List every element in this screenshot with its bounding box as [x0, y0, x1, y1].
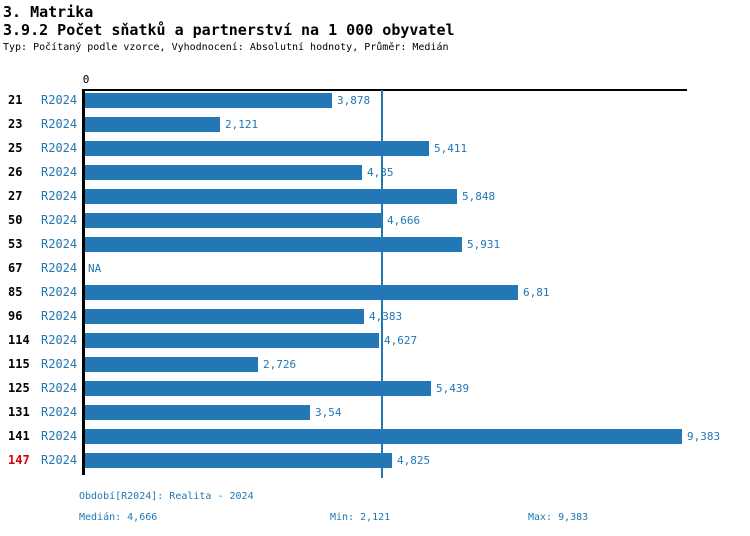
bar: [85, 237, 462, 252]
row-series-label: R2024: [41, 357, 78, 371]
row-series-label: R2024: [41, 309, 78, 323]
row-series-label: R2024: [41, 453, 78, 467]
bar: [85, 357, 258, 372]
row-series-label: R2024: [41, 405, 78, 419]
indicator-meta: Typ: Počítaný podle vzorce, Vyhodnocení:…: [3, 42, 449, 53]
row-series-label: R2024: [41, 141, 78, 155]
row-series-label: R2024: [41, 333, 78, 347]
bar-value-label: 5,411: [434, 142, 468, 155]
bar-value-label: 5,439: [436, 382, 470, 395]
min-stat: Min: 2,121: [330, 512, 391, 523]
row-id-label: 114: [8, 333, 30, 347]
bar-value-label: 4,383: [369, 310, 403, 323]
bar-value-label: 6,81: [523, 286, 550, 299]
bar: [85, 405, 310, 420]
row-series-label: R2024: [41, 189, 78, 203]
bar-value-label: 4,825: [397, 454, 431, 467]
row-id-label: 85: [8, 285, 23, 299]
bar-value-label: 5,931: [467, 238, 501, 251]
row-series-label: R2024: [41, 285, 78, 299]
row-id-label: 27: [8, 189, 23, 203]
bar-value-label: 4,627: [384, 334, 418, 347]
bar: [85, 453, 392, 468]
row-id-label: 125: [8, 381, 30, 395]
period-note: Období[R2024]: Realita - 2024: [79, 491, 254, 502]
row-id-label: 147: [8, 453, 30, 467]
row-series-label: R2024: [41, 165, 78, 179]
x-axis-zero-tick-label: 0: [82, 73, 90, 86]
bar: [85, 381, 431, 396]
bar-value-label: 2,726: [263, 358, 297, 371]
bar-value-label: NA: [88, 262, 102, 275]
bar-value-label: 5,848: [462, 190, 496, 203]
row-series-label: R2024: [41, 429, 78, 443]
bar-value-label: 4,35: [367, 166, 394, 179]
max-stat: Max: 9,383: [528, 512, 589, 523]
bar-value-label: 3,54: [315, 406, 342, 419]
bar: [85, 429, 682, 444]
row-id-label: 53: [8, 237, 23, 251]
bar-value-label: 2,121: [225, 118, 259, 131]
bar: [85, 309, 364, 324]
row-id-label: 21: [8, 93, 23, 107]
bar-value-label: 3,878: [337, 94, 371, 107]
median-line: [381, 90, 383, 478]
bar: [85, 189, 457, 204]
bar: [85, 285, 518, 300]
bar-value-label: 9,383: [687, 430, 721, 443]
row-series-label: R2024: [41, 117, 78, 131]
row-id-label: 115: [8, 357, 30, 371]
row-series-label: R2024: [41, 93, 78, 107]
row-id-label: 26: [8, 165, 23, 179]
row-id-label: 141: [8, 429, 30, 443]
row-id-label: 25: [8, 141, 23, 155]
row-series-label: R2024: [41, 213, 78, 227]
row-series-label: R2024: [41, 381, 78, 395]
bar: [85, 117, 220, 132]
x-axis-line: [82, 89, 687, 91]
row-id-label: 23: [8, 117, 23, 131]
row-id-label: 67: [8, 261, 23, 275]
row-id-label: 96: [8, 309, 23, 323]
bar: [85, 333, 379, 348]
y-axis-line: [82, 89, 85, 475]
report-section-title: 3. Matrika: [3, 3, 94, 21]
median-stat: Medián: 4,666: [79, 512, 158, 523]
bar: [85, 213, 382, 228]
bar: [85, 141, 429, 156]
row-id-label: 131: [8, 405, 30, 419]
row-id-label: 50: [8, 213, 23, 227]
bar: [85, 93, 332, 108]
indicator-title: 3.9.2 Počet sňatků a partnerství na 1 00…: [3, 21, 455, 39]
row-series-label: R2024: [41, 261, 78, 275]
bar: [85, 165, 362, 180]
bar-value-label: 4,666: [387, 214, 421, 227]
row-series-label: R2024: [41, 237, 78, 251]
